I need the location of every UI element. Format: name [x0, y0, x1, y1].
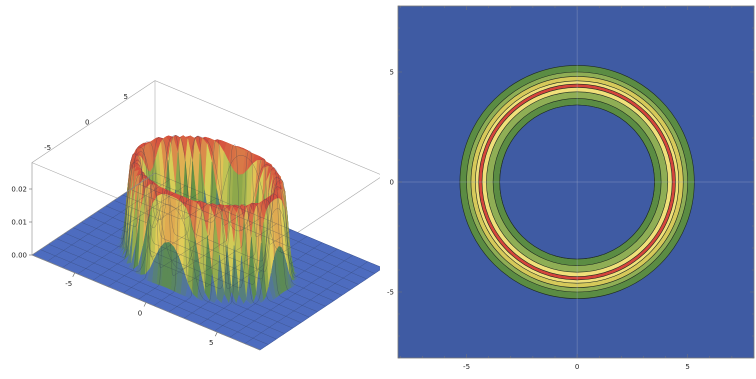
x-tick	[214, 332, 218, 337]
y-axis-line	[31, 172, 156, 256]
y-tick-label: 0	[390, 179, 394, 187]
surface-mesh	[31, 135, 380, 351]
mesh-line	[183, 167, 308, 319]
z-tick-label: 0.01	[11, 219, 27, 227]
x-tick-label: 5	[209, 339, 213, 347]
x-tick	[72, 272, 76, 277]
mesh-line	[259, 269, 380, 351]
x-tick-label: -5	[463, 363, 470, 371]
mesh-line	[62, 185, 186, 268]
x-tick-label: 0	[575, 363, 579, 371]
y-tick-label: 0	[85, 119, 89, 127]
contour-plot: -5 0 5 -5 0 5	[387, 5, 755, 371]
mesh-line	[81, 153, 310, 318]
x-tick	[143, 302, 147, 307]
mesh-line	[113, 135, 343, 296]
mesh-line	[89, 146, 318, 312]
z-tick-label: 0.00	[11, 252, 27, 260]
mesh-line	[40, 249, 269, 345]
mesh-line	[138, 183, 367, 280]
mesh-line	[97, 140, 326, 307]
x-tick-label: 0	[138, 310, 142, 318]
mesh-line	[244, 261, 368, 344]
mesh-line	[64, 174, 293, 329]
mesh-line	[229, 255, 353, 338]
x-tick-label: 5	[685, 363, 689, 371]
mesh-line	[168, 158, 292, 313]
mesh-line	[48, 243, 277, 340]
y-tick-label: -5	[387, 289, 394, 297]
mesh-line	[153, 150, 277, 306]
mesh-line	[56, 204, 285, 334]
mesh-line	[199, 179, 323, 325]
mesh-line	[130, 155, 359, 285]
y-tick-label: -5	[44, 144, 51, 152]
mesh-line	[154, 172, 380, 267]
mesh-line	[214, 208, 338, 332]
surface	[31, 134, 380, 351]
mesh-line	[122, 135, 351, 291]
x-tick-label: -5	[65, 280, 72, 288]
mesh-line	[77, 151, 201, 275]
mesh-line	[92, 135, 216, 281]
mesh-line	[146, 178, 375, 274]
mesh-line	[105, 137, 334, 301]
mesh-line	[107, 135, 232, 287]
y-tick-label: 5	[123, 93, 127, 101]
z-tick-label: 0.02	[11, 186, 27, 194]
y-tick-label: 5	[390, 69, 394, 77]
minor-ticks	[398, 5, 755, 359]
mesh-line	[123, 139, 247, 294]
mesh-line	[47, 179, 171, 262]
surface-plot: -5 0 5 -5 0 5 0.00 0.01 0.02	[11, 80, 380, 351]
